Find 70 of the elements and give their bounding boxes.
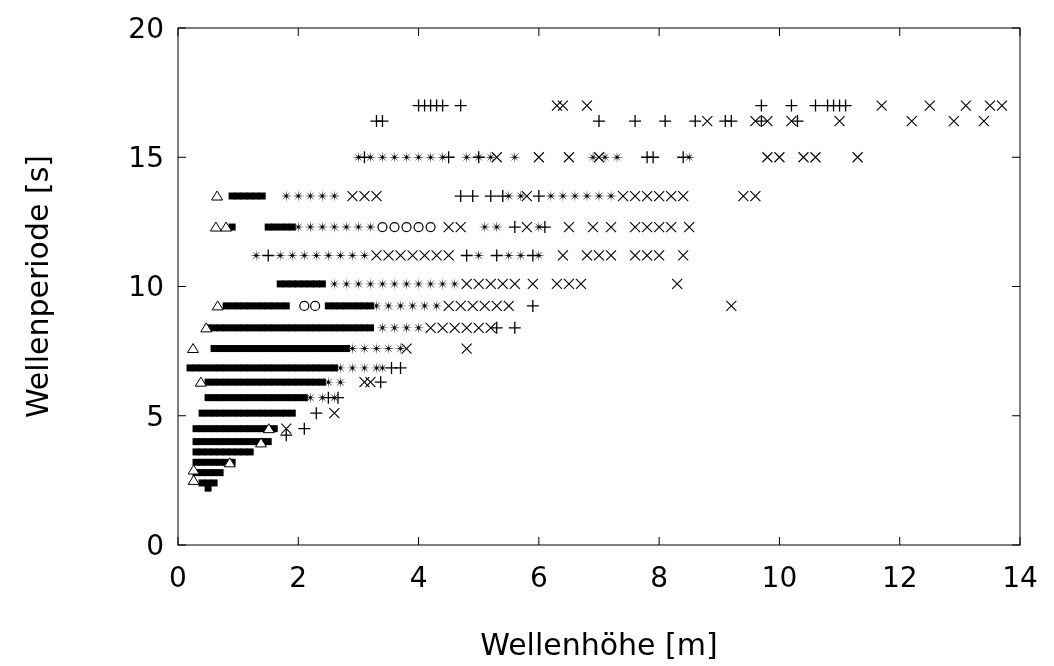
x-tick-label: 0 (169, 561, 187, 594)
point (279, 428, 293, 442)
point (220, 221, 233, 232)
y-tick-label: 5 (146, 399, 164, 433)
point (490, 321, 504, 335)
point (261, 248, 275, 263)
point (646, 150, 660, 164)
point (466, 189, 480, 203)
point (425, 221, 436, 233)
point (331, 391, 345, 405)
y-tick-label: 15 (128, 141, 164, 175)
point (441, 150, 456, 164)
x-tick-label: 10 (761, 561, 798, 594)
y-tick-label: 0 (146, 528, 164, 562)
point (435, 98, 450, 113)
point (526, 299, 540, 313)
point (496, 189, 510, 203)
x-tick-label: 8 (650, 561, 669, 594)
point (299, 300, 310, 311)
point (808, 98, 823, 113)
point (754, 98, 769, 113)
point (393, 361, 408, 375)
point (357, 150, 372, 164)
point (508, 321, 522, 335)
point (211, 190, 224, 201)
point (838, 98, 853, 113)
point (784, 98, 799, 113)
point (209, 221, 222, 232)
point (194, 376, 207, 387)
point (309, 406, 323, 420)
point (754, 114, 769, 128)
point (389, 221, 400, 233)
point (187, 343, 200, 354)
point (538, 220, 552, 234)
point (413, 221, 424, 233)
point (676, 150, 690, 164)
point (310, 300, 321, 311)
point (460, 248, 474, 263)
point (628, 114, 642, 128)
point (508, 220, 522, 234)
y-tick-label: 20 (128, 11, 164, 45)
point (374, 375, 388, 389)
point (375, 114, 390, 128)
point (200, 322, 213, 333)
point (223, 457, 236, 468)
x-tick-label: 12 (881, 561, 918, 594)
x-tick-label: 6 (529, 561, 548, 594)
point (454, 189, 468, 203)
y-axis-title: Wellenperiode [s] (20, 154, 55, 419)
point (211, 300, 224, 311)
point (484, 189, 498, 203)
point (297, 422, 311, 436)
point (532, 189, 546, 203)
point (724, 114, 738, 128)
point (526, 248, 540, 263)
point (688, 114, 702, 128)
point (490, 248, 504, 263)
x-tick-label: 14 (1002, 561, 1038, 594)
point (187, 474, 200, 485)
point (790, 114, 805, 128)
point (592, 114, 606, 128)
x-tick-label: 4 (409, 561, 428, 594)
point (187, 464, 200, 475)
y-tick-label: 10 (128, 270, 164, 304)
point (377, 221, 388, 233)
x-tick-label: 2 (289, 561, 308, 594)
point (454, 98, 468, 113)
x-axis-title: Wellenhöhe [m] (480, 627, 718, 662)
point (658, 114, 672, 128)
point (401, 221, 412, 233)
